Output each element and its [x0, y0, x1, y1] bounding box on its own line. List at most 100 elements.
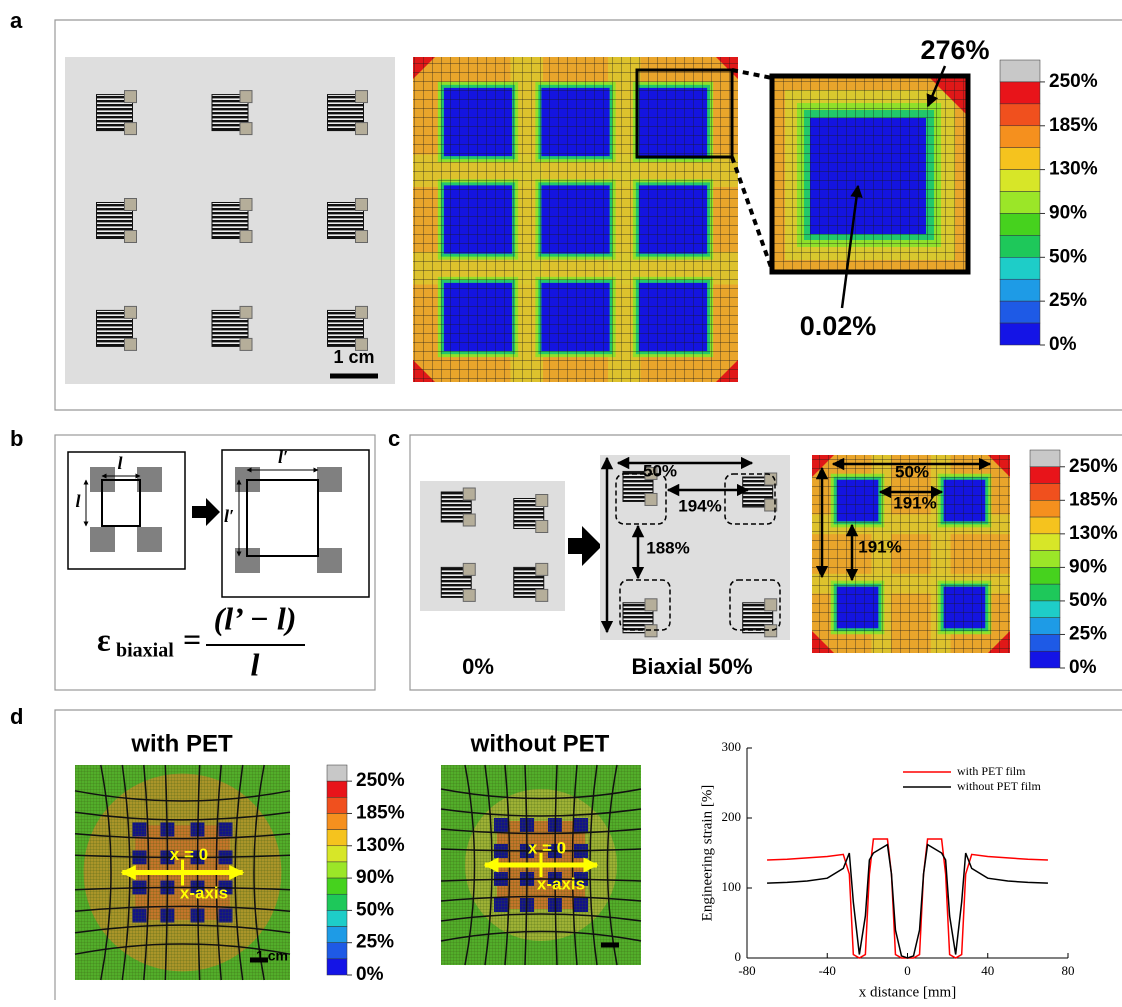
electrode: [137, 527, 162, 552]
colorbar-band: [1030, 551, 1060, 568]
label: 276%: [920, 35, 989, 65]
sensor-pad: [356, 306, 368, 318]
transition-arrow: [568, 526, 602, 566]
sensor-pad: [536, 495, 548, 507]
colorbar-label: 25%: [1069, 623, 1107, 644]
colorbar-label: 50%: [1069, 590, 1107, 611]
sensor-pad: [463, 488, 475, 500]
colorbar-band: [1030, 567, 1060, 584]
colorbar-band: [1000, 82, 1040, 104]
colorbar-label: 130%: [1069, 523, 1118, 544]
label: x-axis: [180, 883, 228, 902]
fe-mesh: [413, 57, 738, 382]
colorbar-label: 185%: [1049, 115, 1098, 136]
colorbar-band: [1030, 618, 1060, 635]
label: l′: [224, 506, 234, 526]
panel-label: d: [10, 704, 23, 729]
label: x = 0: [528, 838, 566, 857]
label: without PET: [470, 730, 610, 757]
electrode: [317, 467, 342, 492]
colorbar-band: [1000, 323, 1040, 345]
label: 50%: [895, 462, 929, 481]
sensor-pad: [356, 123, 368, 135]
label: l′: [278, 447, 288, 467]
x-tick-label: -80: [738, 963, 755, 978]
colorbar-label: 250%: [1069, 456, 1118, 477]
data-line: [767, 839, 1048, 958]
figure: a b c d 1 cm 276% 0.02% 250% 185% 130% 90% 50% 25% 0%…: [0, 0, 1122, 1007]
sensor-pad: [765, 599, 777, 611]
sensor-pad: [240, 306, 252, 318]
colorbar-band: [327, 830, 347, 846]
colorbar-band: [1030, 467, 1060, 484]
colorbar-band: [1000, 279, 1040, 301]
colorbar-label: 90%: [1049, 202, 1087, 223]
colorbar-band: [1030, 517, 1060, 534]
colorbar-label: 50%: [356, 899, 394, 920]
colorbar-band: [327, 813, 347, 829]
colorbar-band: [1000, 126, 1040, 148]
colorbar-label: 250%: [356, 770, 405, 791]
colorbar-band: [327, 927, 347, 943]
panel-label: c: [388, 426, 400, 451]
sensor-pad: [125, 91, 137, 103]
sensor-pad: [356, 91, 368, 103]
colorbar-label: 130%: [1049, 159, 1098, 180]
electrode: [317, 548, 342, 573]
y-tick-label: 100: [722, 879, 742, 894]
colorbar-band: [327, 862, 347, 878]
colorbar-band: [1030, 651, 1060, 668]
label: l: [117, 453, 122, 473]
y-tick-label: 300: [722, 739, 742, 754]
label: with PET: [130, 730, 233, 757]
x-tick-label: 0: [904, 963, 911, 978]
sensor-pad: [125, 199, 137, 211]
label: (l’ − l): [214, 600, 297, 636]
sensor-pad: [463, 563, 475, 575]
colorbar-band: [1000, 257, 1040, 279]
label: 1 cm: [333, 347, 374, 367]
sensor-pad: [356, 199, 368, 211]
label: x-axis: [537, 874, 585, 893]
sensor-pad: [356, 231, 368, 243]
colorbar-label: 185%: [356, 802, 405, 823]
colorbar-band: [1030, 584, 1060, 601]
colorbar-band: [327, 846, 347, 862]
y-axis-title: Engineering strain [%]: [699, 785, 715, 922]
colorbar-label: 90%: [1069, 556, 1107, 577]
panel-label: b: [10, 426, 23, 451]
sensor-pad: [240, 199, 252, 211]
sensor-pad: [125, 338, 137, 350]
colorbar-band: [1030, 500, 1060, 517]
colorbar-band: [1030, 601, 1060, 618]
fe-mesh: [772, 76, 968, 272]
colorbar-label: 25%: [1049, 290, 1087, 311]
colorbar-band: [1030, 534, 1060, 551]
colorbar-label: 130%: [356, 835, 405, 856]
colorbar-band: [1000, 235, 1040, 257]
label: 0%: [462, 654, 494, 679]
label: biaxial: [116, 640, 174, 662]
sensor-pad: [240, 338, 252, 350]
colorbar-band: [1030, 634, 1060, 651]
sensor-pad: [240, 231, 252, 243]
label: 50%: [643, 461, 677, 480]
colorbar-band: [327, 781, 347, 797]
x-tick-label: 40: [981, 963, 994, 978]
label: l: [75, 491, 80, 511]
sensor-pad: [125, 123, 137, 135]
sensor-pad: [125, 306, 137, 318]
fe-mesh: [812, 455, 1010, 653]
colorbar-band: [1000, 60, 1040, 82]
sensor-pad: [463, 514, 475, 526]
colorbar-band: [327, 910, 347, 926]
sensor-pad: [240, 91, 252, 103]
label: 0.02%: [800, 311, 877, 341]
colorbar-band: [1000, 148, 1040, 170]
panel-label: a: [10, 8, 23, 33]
label: 191%: [858, 537, 901, 556]
transition-arrow: [192, 498, 220, 526]
sensor-pad: [765, 625, 777, 637]
x-axis-title: x distance [mm]: [859, 984, 956, 1000]
colorbar-band: [327, 943, 347, 959]
